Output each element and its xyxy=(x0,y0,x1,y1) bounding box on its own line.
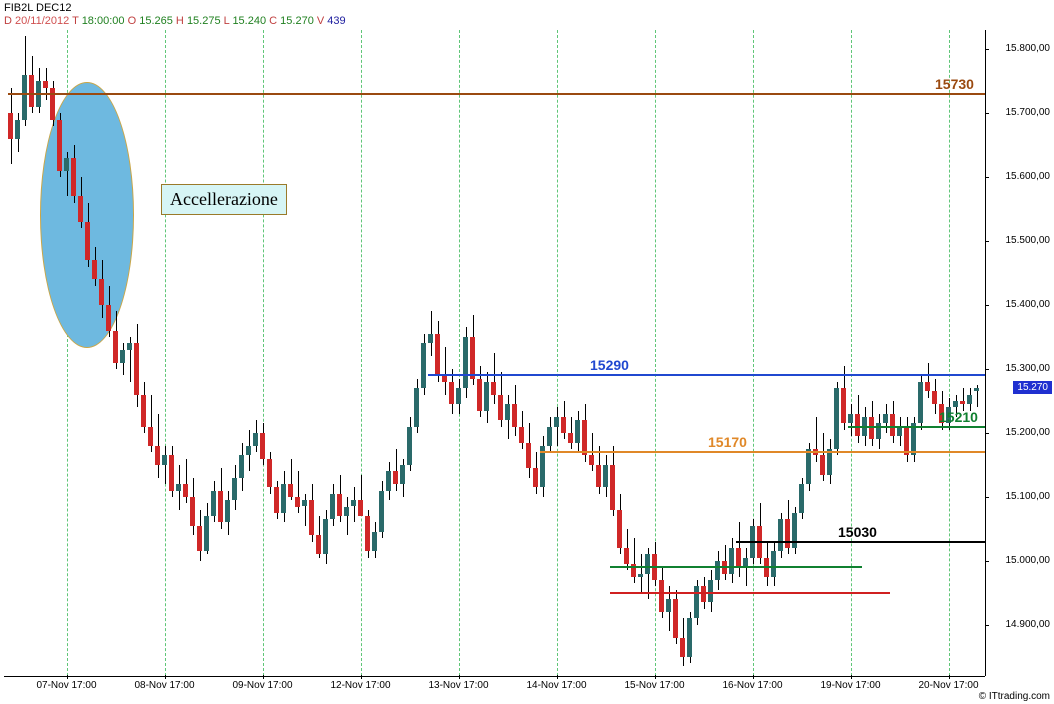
last-price-marker: 15.270 xyxy=(1013,381,1052,394)
xaxis-label: 08-Nov 17:00 xyxy=(134,680,194,691)
yaxis-label: 15.500,00 xyxy=(1006,235,1051,246)
yaxis-label: 15.600,00 xyxy=(1006,171,1051,182)
vol-label-txt: V xyxy=(317,15,324,27)
xaxis-label: 15-Nov 17:00 xyxy=(624,680,684,691)
yaxis-label: 15.100,00 xyxy=(1006,491,1051,502)
close-label-txt: C xyxy=(269,15,277,27)
hline-15170 xyxy=(540,451,985,453)
xaxis-label: 14-Nov 17:00 xyxy=(526,680,586,691)
xaxis-label: 20-Nov 17:00 xyxy=(918,680,978,691)
yaxis-label: 15.800,00 xyxy=(1006,43,1051,54)
hline-label-15030: 15030 xyxy=(838,524,877,540)
d-prefix: D xyxy=(4,15,15,27)
annotation-accelerazione: Accellerazione xyxy=(161,184,287,215)
low-val: 15.240 xyxy=(232,15,266,27)
xaxis-label: 13-Nov 17:00 xyxy=(428,680,488,691)
hline-label-15730: 15730 xyxy=(935,76,974,92)
chart-container: { "header": { "symbol": "FIB2L DEC12", "… xyxy=(0,0,1054,704)
yaxis-label: 15.400,00 xyxy=(1006,299,1051,310)
hline-15290 xyxy=(428,374,985,376)
xaxis-label: 12-Nov 17:00 xyxy=(330,680,390,691)
hline-15210 xyxy=(848,426,985,428)
hline-15030 xyxy=(736,541,985,543)
chart-header: FIB2L DEC12 D 20/11/2012 T 18:00:00 O 15… xyxy=(4,2,346,28)
yaxis-label: 15.200,00 xyxy=(1006,427,1051,438)
yaxis-label: 14.900,00 xyxy=(1006,619,1051,630)
date-val: 20/11/2012 xyxy=(15,15,69,27)
xaxis-label: 19-Nov 17:00 xyxy=(820,680,880,691)
symbol-line: FIB2L DEC12 xyxy=(4,2,346,15)
yaxis-label: 15.000,00 xyxy=(1006,555,1051,566)
t-prefix: T xyxy=(72,15,82,27)
hline-label-15170: 15170 xyxy=(708,434,747,450)
open-val: 15.265 xyxy=(139,15,173,27)
hline-14950 xyxy=(610,592,890,594)
hline-label-15210: 15210 xyxy=(939,409,978,425)
time-val: 18:00:00 xyxy=(82,15,125,27)
xaxis-label: 16-Nov 17:00 xyxy=(722,680,782,691)
high-val: 15.275 xyxy=(187,15,221,27)
high-label-txt: H xyxy=(176,15,184,27)
close-val: 15.270 xyxy=(280,15,314,27)
yaxis-label: 15.300,00 xyxy=(1006,363,1051,374)
yaxis-label: 15.700,00 xyxy=(1006,107,1051,118)
vol-val: 439 xyxy=(327,15,345,27)
xaxis-label: 07-Nov 17:00 xyxy=(36,680,96,691)
hline-15730 xyxy=(8,93,985,95)
low-label-txt: L xyxy=(224,15,230,27)
xaxis-label: 09-Nov 17:00 xyxy=(232,680,292,691)
hline-14990 xyxy=(610,566,862,568)
hline-label-15290: 15290 xyxy=(590,357,629,373)
ohlc-line: D 20/11/2012 T 18:00:00 O 15.265 H 15.27… xyxy=(4,15,346,28)
watermark: © ITtrading.com xyxy=(979,691,1050,702)
open-label-txt: O xyxy=(128,15,137,27)
